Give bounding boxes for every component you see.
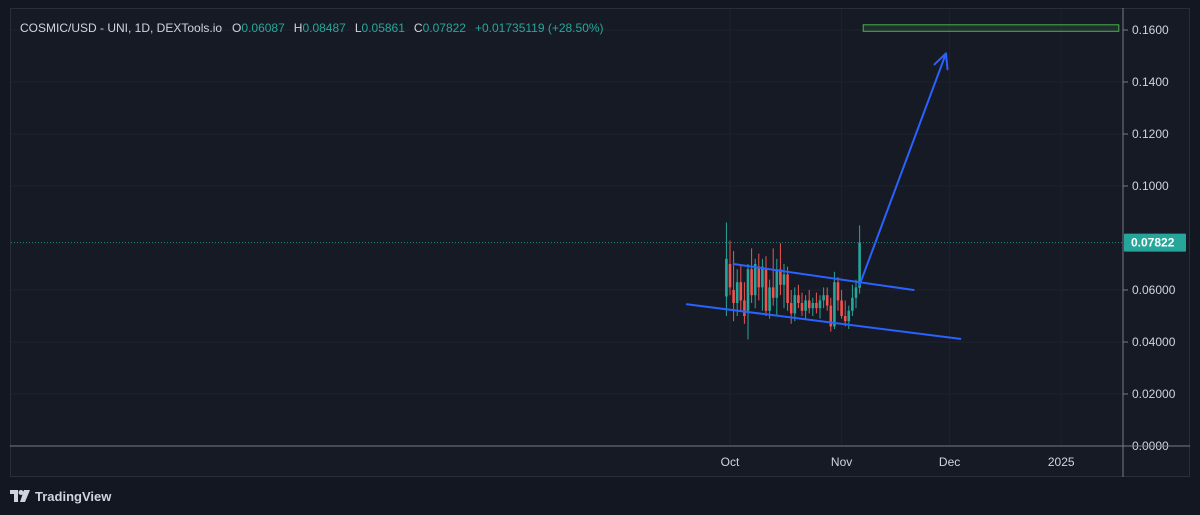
candle-body: [771, 287, 775, 298]
candle-body: [840, 300, 843, 316]
candle-body: [728, 264, 732, 288]
target-zone[interactable]: [862, 24, 1120, 32]
candles: [725, 222, 861, 340]
candle-body: [797, 295, 800, 303]
last-price-tag: [1124, 233, 1186, 252]
low-value: 0.05861: [361, 21, 405, 35]
candle-body: [768, 287, 771, 311]
symbol-title: COSMIC/USD - UNI, 1D, DEXTools.io: [20, 21, 223, 35]
branding-label: TradingView: [35, 488, 112, 504]
candle-body: [811, 303, 815, 309]
high-key: H: [293, 21, 303, 35]
candle-body: [725, 258, 728, 297]
candle-body: [833, 282, 836, 327]
close-key: C: [413, 21, 423, 35]
candle-body: [858, 242, 861, 288]
candle-body: [789, 303, 793, 314]
arrow-head[interactable]: [933, 52, 949, 71]
drawings[interactable]: [685, 24, 1120, 340]
candle-body: [743, 300, 746, 316]
lower-channel[interactable]: [685, 303, 962, 340]
candle-body: [735, 282, 739, 303]
symbol-legend: COSMIC/USD - UNI, 1D, DEXTools.io O0.0608…: [20, 21, 613, 35]
y-tick-label: 0.1600: [1132, 23, 1169, 37]
y-tick-label: 0.02000: [1132, 387, 1176, 401]
candle-body: [757, 266, 761, 288]
candle-body: [829, 305, 833, 327]
candle-body: [746, 269, 750, 311]
y-tick-label: 0.06000: [1132, 283, 1176, 297]
y-tick-label: 0.1000: [1132, 179, 1169, 193]
candle-body: [836, 282, 840, 301]
candle-body: [764, 269, 768, 311]
candle-body: [732, 290, 735, 303]
candle-body: [782, 274, 786, 285]
candle-body: [818, 300, 822, 309]
candle-body: [750, 269, 753, 296]
candle-body: [851, 297, 854, 311]
low-key: L: [354, 21, 362, 35]
x-tick-label: 2025: [1048, 455, 1075, 469]
candle-body: [779, 269, 782, 285]
grid: [11, 9, 1123, 447]
axes: 0.1600 0.1400 0.1200 0.1000 0.06000 0.04000 0.…: [10, 8, 1190, 477]
target-arrow[interactable]: [858, 52, 947, 286]
candle-body: [815, 303, 818, 309]
tradingview-branding[interactable]: TradingView: [10, 486, 111, 506]
upper-channel[interactable]: [732, 263, 915, 291]
last-price-label: 0.07822: [1131, 236, 1175, 250]
tradingview-logo-icon: [10, 490, 30, 502]
close-value: 0.07822: [422, 21, 466, 35]
candle-body: [847, 310, 851, 322]
candle-body: [843, 316, 847, 322]
open-value: 0.06087: [241, 21, 285, 35]
candle-body: [825, 295, 829, 306]
x-tick-label: Oct: [721, 455, 740, 469]
candle-body: [822, 295, 825, 301]
candle-body: [753, 264, 757, 296]
candle-body: [800, 303, 804, 311]
candle-body: [786, 274, 789, 303]
candle-body: [775, 269, 779, 298]
open-key: O: [232, 21, 242, 35]
x-tick-label: Nov: [831, 455, 852, 469]
high-value: 0.08487: [302, 21, 346, 35]
candle-body: [739, 282, 743, 301]
candle-body: [793, 295, 797, 314]
candle-body: [854, 287, 858, 298]
y-tick-label: 0.1200: [1132, 127, 1169, 141]
y-tick-label: 0.04000: [1132, 335, 1176, 349]
y-tick-label: 0.1400: [1132, 75, 1169, 89]
change-value: +0.01735119 (+28.50%): [474, 21, 604, 35]
candle-body: [807, 300, 811, 309]
candle-body: [761, 266, 764, 288]
x-tick-label: Dec: [939, 455, 960, 469]
candle-body: [804, 300, 807, 311]
